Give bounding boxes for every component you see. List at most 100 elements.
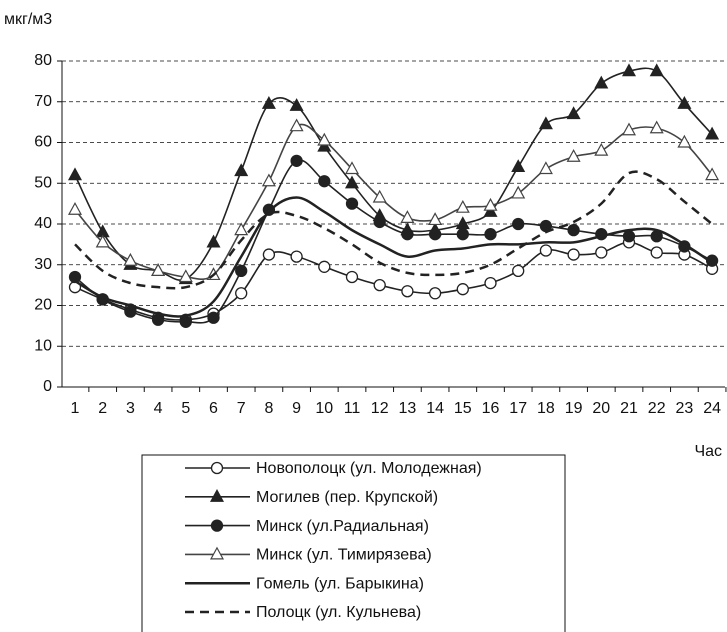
data-point xyxy=(649,63,664,77)
data-point xyxy=(400,210,415,223)
data-point xyxy=(67,201,83,215)
y-tick-label: 50 xyxy=(34,174,52,191)
data-point xyxy=(428,212,443,226)
data-point xyxy=(705,254,719,267)
data-point xyxy=(123,252,138,266)
y-tick-label: 40 xyxy=(34,215,52,232)
data-point xyxy=(67,167,83,181)
data-point xyxy=(373,215,386,229)
data-point xyxy=(705,167,720,181)
series-line xyxy=(74,170,713,290)
data-point xyxy=(261,96,276,109)
data-point xyxy=(649,120,664,134)
data-point xyxy=(318,260,331,273)
data-point xyxy=(512,264,525,278)
data-point xyxy=(512,217,525,231)
data-point xyxy=(318,175,331,188)
x-tick-label: 9 xyxy=(292,400,301,417)
y-tick-label: 20 xyxy=(34,297,52,314)
y-tick-label: 10 xyxy=(34,337,52,354)
data-point xyxy=(345,197,359,210)
y-tick-label: 80 xyxy=(34,52,52,69)
data-point xyxy=(262,248,276,261)
data-point xyxy=(317,132,332,146)
x-tick-label: 18 xyxy=(537,400,555,417)
legend-marker xyxy=(209,489,225,502)
x-tick-label: 2 xyxy=(98,400,107,417)
x-tick-label: 23 xyxy=(676,400,694,417)
data-point xyxy=(483,197,498,211)
y-axis-label: мкг/м3 xyxy=(4,11,52,28)
x-tick-label: 22 xyxy=(648,400,666,417)
data-point xyxy=(345,270,359,284)
x-tick-label: 7 xyxy=(237,400,246,417)
data-point xyxy=(566,149,581,162)
x-tick-label: 16 xyxy=(482,400,500,417)
data-point xyxy=(705,126,720,140)
data-point xyxy=(567,248,580,261)
legend-label: Минск (ул.Радиальная) xyxy=(256,518,429,535)
data-point xyxy=(68,270,82,284)
data-point xyxy=(372,189,387,203)
data-point xyxy=(290,154,303,167)
data-point xyxy=(289,98,304,111)
y-tick-label: 30 xyxy=(34,256,52,273)
data-point xyxy=(484,228,497,241)
data-point xyxy=(234,222,249,236)
data-point xyxy=(207,311,220,324)
data-point xyxy=(621,63,637,77)
data-point xyxy=(621,122,637,136)
y-tick-label: 0 xyxy=(43,378,52,395)
data-point xyxy=(151,313,165,326)
x-tick-label: 14 xyxy=(426,400,444,417)
x-tick-label: 10 xyxy=(315,400,333,417)
legend-box xyxy=(141,454,566,632)
x-tick-label: 21 xyxy=(620,400,638,417)
legend-label: Полоцк (ул. Кульнева) xyxy=(256,604,421,621)
data-point xyxy=(206,234,221,248)
data-point xyxy=(566,106,581,120)
data-point xyxy=(401,228,414,241)
data-point xyxy=(622,230,636,243)
x-tick-label: 13 xyxy=(399,400,417,417)
data-point xyxy=(455,199,470,213)
data-point xyxy=(538,116,553,130)
data-point xyxy=(677,96,692,109)
data-point xyxy=(235,264,248,278)
data-point xyxy=(511,185,526,199)
x-tick-label: 12 xyxy=(371,400,389,417)
data-point xyxy=(344,161,360,175)
x-tick-label: 24 xyxy=(703,400,721,417)
data-point xyxy=(178,269,193,283)
data-point xyxy=(594,142,609,156)
data-point xyxy=(373,278,386,292)
data-point xyxy=(95,234,110,248)
data-point xyxy=(484,276,497,290)
data-point xyxy=(511,159,526,173)
x-tick-label: 11 xyxy=(344,400,361,417)
data-point xyxy=(317,138,332,152)
legend-label: Гомель (ул. Барыкина) xyxy=(256,575,424,592)
series-line xyxy=(74,196,713,318)
data-point xyxy=(594,75,609,89)
legend-label: Минск (ул. Тимирязева) xyxy=(256,547,432,564)
data-point xyxy=(539,244,553,257)
x-tick-label: 1 xyxy=(71,400,80,417)
x-tick-label: 20 xyxy=(592,400,610,417)
legend-marker xyxy=(209,546,225,560)
x-tick-label: 15 xyxy=(454,400,472,417)
data-point xyxy=(151,263,166,276)
x-tick-label: 8 xyxy=(264,400,273,417)
legend-marker xyxy=(210,519,224,532)
data-point xyxy=(235,287,248,300)
data-point xyxy=(179,315,192,328)
data-point xyxy=(289,118,304,132)
data-point xyxy=(344,175,360,189)
legend-marker xyxy=(210,461,224,475)
data-point xyxy=(290,250,303,263)
legend-label: Новополоцк (ул. Молодежная) xyxy=(256,460,482,477)
data-point xyxy=(456,283,469,296)
data-point xyxy=(567,223,580,237)
